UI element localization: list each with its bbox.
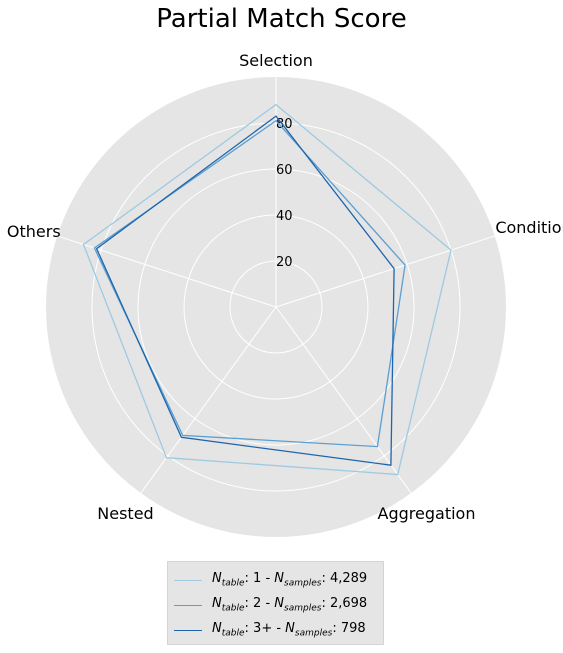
r-tick-label-40: 40	[276, 209, 293, 224]
axis-label-others: Others	[7, 222, 61, 241]
spoke-aggregation	[275, 306, 412, 494]
legend-label: Ntable: 3+ - Nsamples: 798	[212, 621, 366, 639]
axis-label-condition: Condition	[495, 218, 563, 237]
r-tick-label-20: 20	[276, 255, 293, 270]
legend-swatch	[174, 579, 202, 581]
legend-item-3: Ntable: 3+ - Nsamples: 798	[174, 620, 366, 640]
series-line-3	[95, 115, 395, 466]
legend: Ntable: 1 - Nsamples: 4,289 Ntable: 2 - N…	[167, 561, 384, 645]
axis-label-nested: Nested	[97, 504, 153, 523]
legend-label: Ntable: 1 - Nsamples: 4,289	[212, 571, 368, 589]
legend-item-1: Ntable: 1 - Nsamples: 4,289	[174, 570, 367, 590]
radar-chart: 20406080SelectionConditionAggregationNes…	[7, 51, 563, 537]
chart-title: Partial Match Score	[156, 4, 407, 34]
axis-label-selection: Selection	[239, 51, 313, 70]
legend-swatch	[174, 604, 202, 606]
series-line-2	[93, 119, 406, 448]
legend-label: Ntable: 2 - Nsamples: 2,698	[212, 596, 368, 614]
r-tick-label-60: 60	[276, 163, 293, 178]
spoke-nested	[140, 306, 277, 494]
axis-label-aggregation: Aggregation	[378, 504, 476, 523]
series-line-1	[82, 103, 452, 476]
legend-item-2: Ntable: 2 - Nsamples: 2,698	[174, 595, 367, 615]
legend-swatch	[174, 629, 202, 631]
spoke-condition	[275, 235, 495, 308]
